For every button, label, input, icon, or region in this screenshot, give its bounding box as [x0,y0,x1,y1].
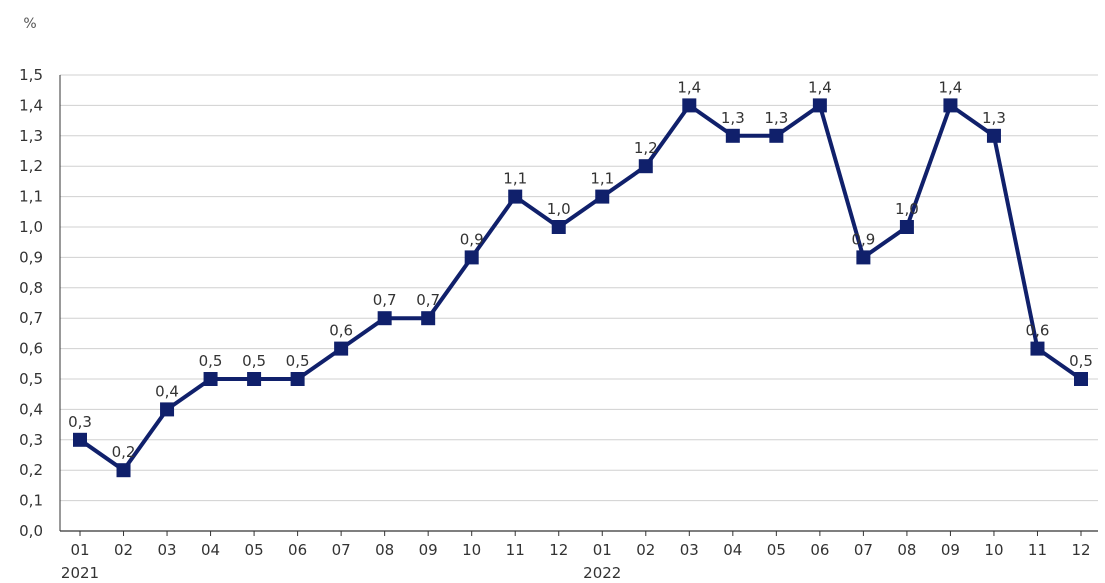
year-label: 2022 [583,564,621,582]
y-tick-label: 1,4 [19,96,43,114]
data-label: 0,5 [242,352,266,370]
data-label: 0,6 [329,322,353,340]
y-tick-label: 0,0 [19,522,43,540]
y-tick-label: 0,3 [19,431,43,449]
x-tick-label: 12 [1071,541,1090,559]
data-point-marker [551,220,566,234]
y-unit-label: % [23,16,36,32]
data-point-marker [73,432,87,447]
y-tick-label: 1,2 [19,157,43,175]
x-tick-label: 11 [1028,541,1047,559]
data-label: 0,5 [286,352,310,370]
y-tick-label: 0,1 [19,492,43,510]
data-point-marker [986,128,1001,143]
data-point-marker [1074,372,1088,386]
x-tick-label: 04 [723,541,742,559]
data-point-marker [943,98,958,113]
x-tick-label: 08 [375,541,394,559]
y-tick-label: 0,6 [19,340,43,358]
data-label: 1,3 [721,109,745,127]
x-tick-label: 02 [114,541,133,559]
data-label: 1,2 [634,139,658,157]
data-point-marker [725,128,740,143]
y-tick-label: 0,7 [19,309,43,327]
data-label: 0,9 [851,230,875,248]
y-tick-label: 0,2 [19,461,43,479]
x-tick-label: 10 [462,541,481,559]
axes [59,75,1098,532]
data-label: 1,1 [503,170,527,188]
data-label: 1,4 [939,78,963,96]
x-tick-label: 05 [245,541,264,559]
year-label: 2021 [61,564,99,582]
data-point-marker [116,463,131,478]
data-label: 1,3 [764,109,788,127]
data-point-marker [160,402,175,417]
data-point-marker [682,98,697,113]
y-tick-label: 1,5 [19,66,43,84]
x-tick-label: 01 [70,541,89,559]
series-line [78,102,1083,473]
data-point-marker [508,189,523,204]
x-tick-label: 04 [201,541,220,559]
y-tick-label: 1,3 [19,127,43,145]
data-point-marker [595,189,610,204]
x-axis-tick-labels: 01 02 03 04 05 06 07 08 09 10 11 12 01 02 03 04 05 06 07 08… [61,531,1091,582]
x-tick-label: 10 [984,541,1003,559]
data-label: 0,4 [155,382,179,400]
x-tick-label: 09 [941,541,960,559]
x-tick-label: 05 [767,541,786,559]
data-label: 0,9 [460,230,484,248]
x-tick-label: 08 [897,541,916,559]
data-label: 1,0 [547,200,571,218]
data-label: 0,7 [373,291,397,309]
grid-lines [60,74,1098,502]
data-labels: 0,3 0,2 0,4 0,5 0,5 0,5 0,6 0,7 0,7 0,9 1,1 1,0 1,1 1… [68,78,1093,461]
series-group [73,98,1088,478]
data-label: 0,2 [112,443,136,461]
x-tick-label: 07 [332,541,351,559]
data-label: 0,3 [68,413,92,431]
data-point-marker [203,372,218,386]
data-point-marker [856,250,871,265]
y-tick-label: 0,9 [19,248,43,266]
x-tick-label: 07 [854,541,873,559]
data-label: 0,5 [199,352,223,370]
data-label: 0,7 [416,291,440,309]
x-tick-label: 06 [810,541,829,559]
data-label: 0,6 [1026,322,1050,340]
data-point-marker [421,311,436,326]
x-tick-label: 03 [157,541,176,559]
data-point-marker [377,311,392,326]
y-tick-label: 0,4 [19,400,43,418]
data-point-marker [899,220,914,234]
data-label: 1,4 [808,78,832,96]
x-tick-label: 06 [288,541,307,559]
data-label: 1,3 [982,109,1006,127]
x-tick-label: 11 [506,541,525,559]
data-label: 1,0 [895,200,919,218]
data-point-marker [638,159,653,174]
data-label: 1,4 [677,78,701,96]
x-tick-label: 01 [593,541,612,559]
x-tick-label: 12 [549,541,568,559]
x-tick-label: 02 [636,541,655,559]
y-axis-tick-labels: 0,0 0,1 0,2 0,3 0,4 0,5 0,6 0,7 0,8 0,9 1,0 1,1 1,2 1… [19,66,43,540]
x-tick-label: 09 [419,541,438,559]
data-point-marker [812,98,827,113]
y-tick-label: 0,8 [19,279,43,297]
data-point-marker [290,372,305,386]
data-point-marker [464,250,479,265]
data-point-marker [247,372,262,386]
y-tick-label: 1,0 [19,218,43,236]
data-point-marker [334,341,349,356]
y-tick-label: 0,5 [19,370,43,388]
data-label: 1,1 [590,170,614,188]
data-point-marker [769,128,784,143]
y-tick-label: 1,1 [19,188,43,206]
x-tick-label: 03 [680,541,699,559]
data-label: 0,5 [1069,352,1093,370]
data-point-marker [1030,341,1045,356]
